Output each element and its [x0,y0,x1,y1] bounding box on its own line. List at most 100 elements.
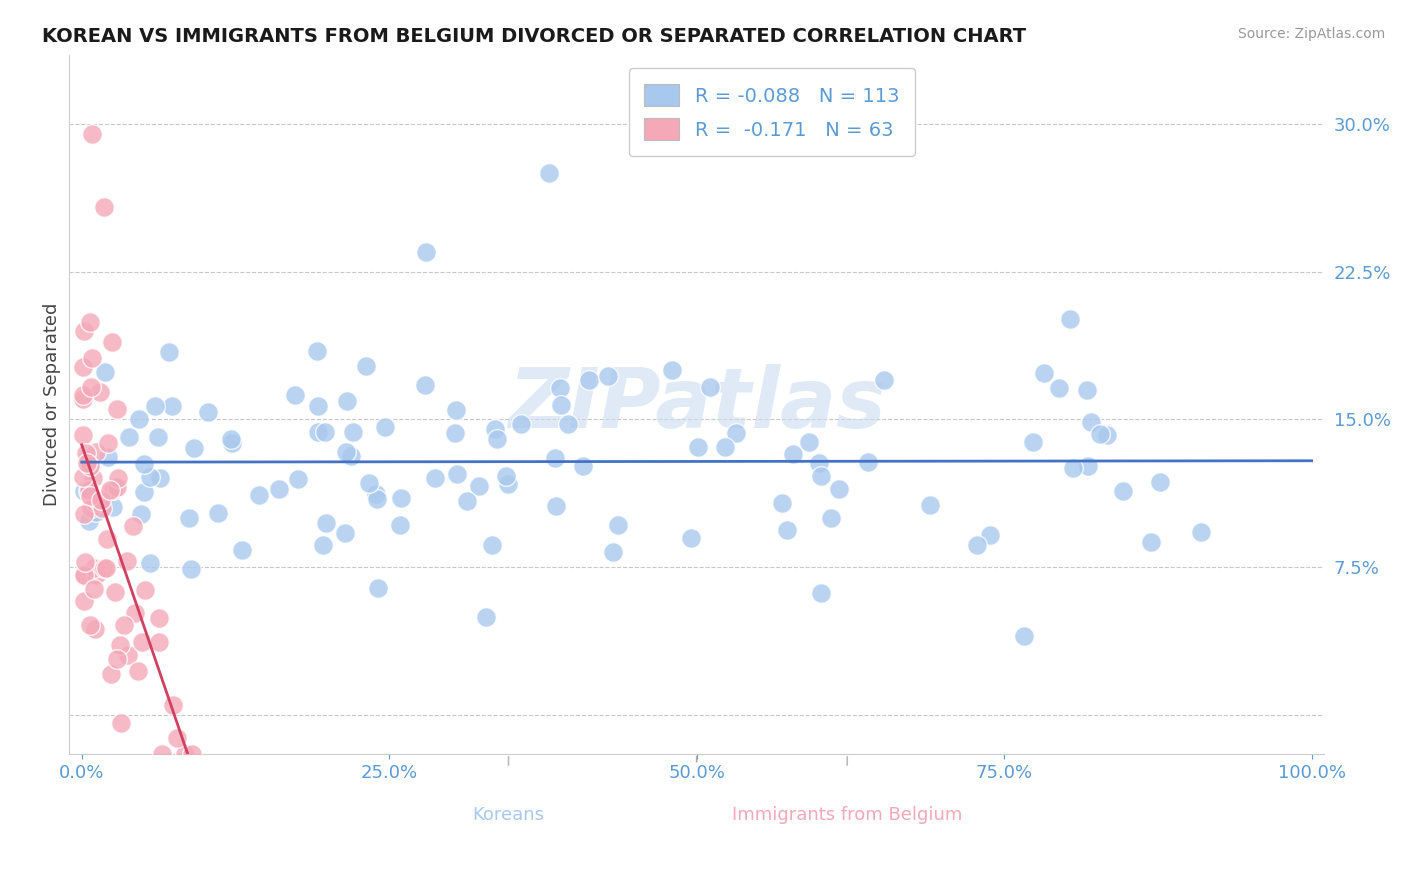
Point [366,492,388,507]
Point [76,456,98,470]
Point [79,458,101,473]
Point [828,483,851,497]
Point [101,335,124,350]
Point [335,445,357,459]
Point [810,586,832,600]
Point [103,483,125,497]
Point [544,500,567,514]
Point [73,324,96,338]
Point [797,435,820,450]
Point [72,569,94,583]
Point [89,384,111,399]
Point [333,526,356,541]
Point [1022,434,1045,449]
Point [484,422,506,436]
Point [79,456,101,470]
Point [77,514,100,528]
Point [415,245,437,260]
Point [129,507,152,521]
Point [364,487,387,501]
Point [307,399,329,413]
Point [72,388,94,402]
Point [139,470,162,484]
Text: Immigrants from Belgium: Immigrants from Belgium [733,806,962,824]
Point [93,561,115,575]
Point [231,543,253,558]
Point [1095,428,1118,442]
Point [90,492,112,507]
Point [98,483,121,497]
Point [557,417,579,432]
Point [920,498,942,512]
Point [93,200,115,214]
Point [1062,460,1084,475]
Point [139,556,162,570]
Point [538,166,561,180]
Point [1080,415,1102,429]
Point [714,440,737,454]
Point [77,484,100,499]
Point [107,471,129,485]
Point [72,470,94,484]
Point [807,456,830,470]
Point [340,450,363,464]
Point [128,412,150,426]
Point [100,667,122,681]
Point [1076,383,1098,397]
Point [782,447,804,461]
Point [73,507,96,521]
Point [124,607,146,621]
Point [97,435,120,450]
Point [446,467,468,481]
Point [444,425,467,440]
Point [143,400,166,414]
Point [131,634,153,648]
Point [287,472,309,486]
Point [1149,475,1171,489]
Point [312,538,335,552]
Point [305,344,328,359]
Point [177,511,200,525]
Point [149,471,172,485]
Point [83,623,105,637]
Point [80,500,103,515]
Point [725,425,748,440]
Point [80,380,103,394]
Point [174,747,197,761]
Point [112,618,135,632]
Point [474,610,496,624]
Point [219,432,242,446]
Point [90,501,112,516]
Point [456,494,478,508]
Point [572,459,595,474]
Point [83,561,105,575]
Point [117,554,139,568]
Point [108,638,131,652]
Point [872,372,894,386]
Point [105,401,128,416]
Point [146,430,169,444]
Point [315,516,337,531]
Point [966,538,988,552]
Point [1047,380,1070,394]
Point [82,471,104,485]
Point [181,747,204,761]
Point [607,518,630,533]
Point [84,567,107,582]
Point [481,538,503,552]
Point [413,377,436,392]
Point [183,441,205,455]
Point [699,380,721,394]
Point [1059,311,1081,326]
Legend: R = -0.088   N = 113, R =  -0.171   N = 63: R = -0.088 N = 113, R = -0.171 N = 63 [628,69,915,156]
Point [307,425,329,439]
Point [180,562,202,576]
Point [148,634,170,648]
Point [105,652,128,666]
Point [160,399,183,413]
Point [96,450,118,464]
Point [73,594,96,608]
Point [162,698,184,713]
Text: ZIPatlas: ZIPatlas [508,364,886,445]
Point [84,495,107,509]
